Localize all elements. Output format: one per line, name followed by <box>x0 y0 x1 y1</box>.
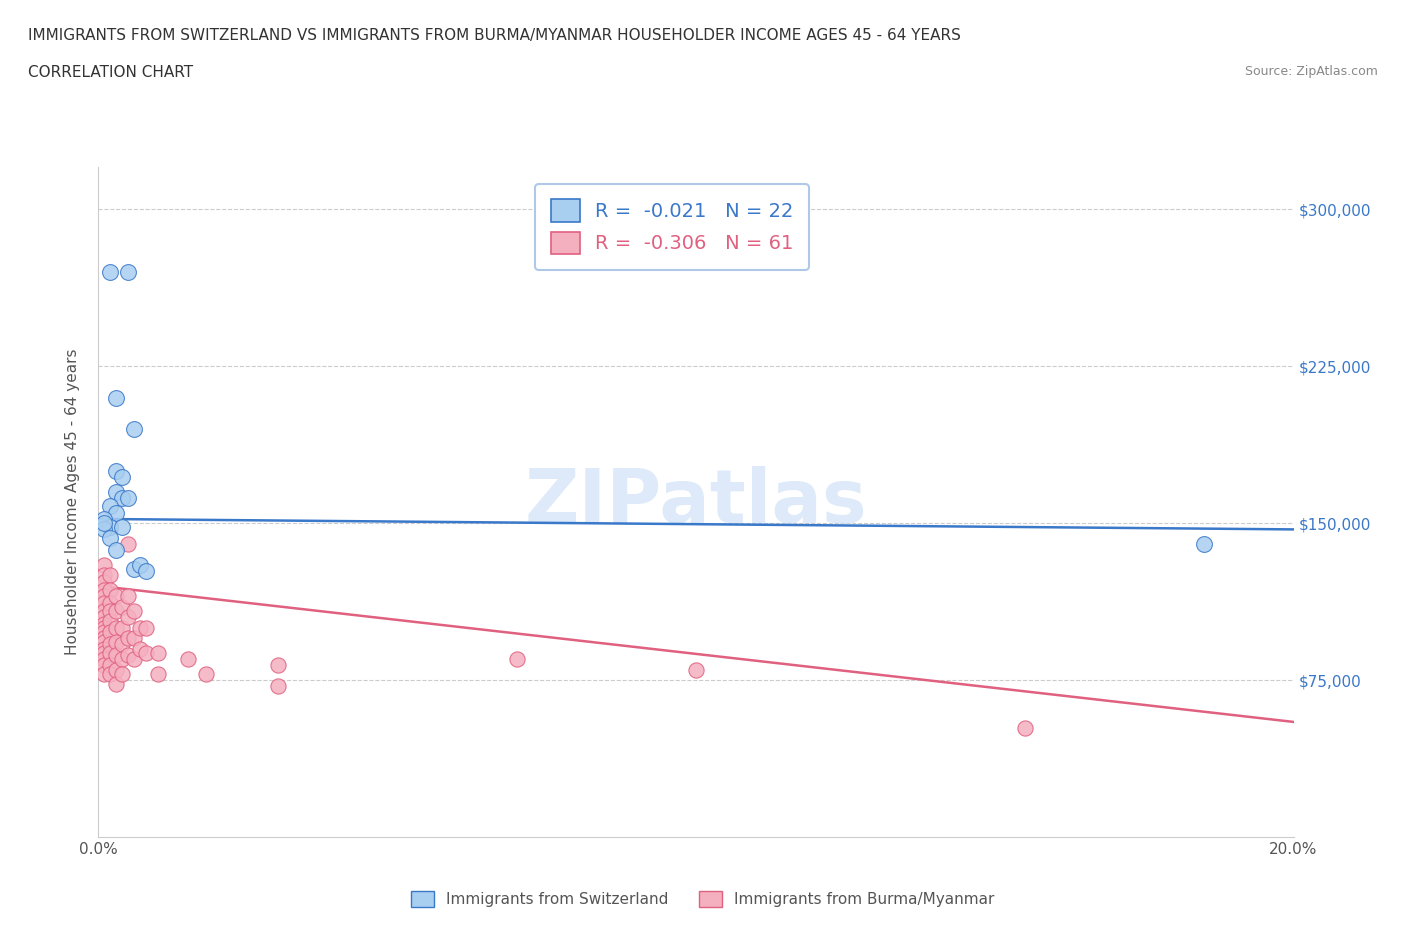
Point <box>93 625 115 640</box>
Point <box>93 604 115 618</box>
Point <box>93 575 115 590</box>
Point <box>93 595 115 610</box>
Point <box>105 391 128 405</box>
Point <box>93 617 115 631</box>
Point <box>105 543 128 558</box>
Point <box>105 635 128 650</box>
Point <box>93 568 115 583</box>
Point <box>93 631 115 645</box>
Point <box>111 491 134 506</box>
Point <box>100 530 122 545</box>
Point <box>195 667 218 682</box>
Point <box>135 620 157 635</box>
Point <box>111 652 134 667</box>
Point <box>100 520 122 535</box>
Point <box>100 667 122 682</box>
Point <box>93 667 115 682</box>
Point <box>117 631 139 645</box>
Point <box>100 568 122 583</box>
Point <box>105 589 128 604</box>
Point <box>111 470 134 485</box>
Point <box>506 652 529 667</box>
Point <box>685 662 707 677</box>
Point <box>93 620 115 635</box>
Point <box>100 637 122 652</box>
Point <box>105 647 128 662</box>
Point <box>105 505 128 520</box>
Point <box>93 512 115 526</box>
Point <box>117 265 139 280</box>
Text: CORRELATION CHART: CORRELATION CHART <box>28 65 193 80</box>
Point <box>105 463 128 478</box>
Point <box>111 620 134 635</box>
Point <box>117 537 139 551</box>
Point <box>105 604 128 618</box>
Legend: R =  -0.021   N = 22, R =  -0.306   N = 61: R = -0.021 N = 22, R = -0.306 N = 61 <box>534 184 810 270</box>
Point <box>100 499 122 514</box>
Point <box>93 610 115 625</box>
Text: ZIPatlas: ZIPatlas <box>524 466 868 538</box>
Point <box>105 485 128 499</box>
Point <box>177 652 200 667</box>
Point <box>129 620 152 635</box>
Point <box>111 637 134 652</box>
Text: IMMIGRANTS FROM SWITZERLAND VS IMMIGRANTS FROM BURMA/MYANMAR HOUSEHOLDER INCOME : IMMIGRANTS FROM SWITZERLAND VS IMMIGRANT… <box>28 28 960 43</box>
Point <box>93 635 115 650</box>
Point <box>100 625 122 640</box>
Point <box>124 604 146 618</box>
Text: Source: ZipAtlas.com: Source: ZipAtlas.com <box>1244 65 1378 78</box>
Point <box>1014 721 1036 736</box>
Point <box>93 652 115 667</box>
Point <box>267 679 290 694</box>
Point <box>93 582 115 598</box>
Y-axis label: Householder Income Ages 45 - 64 years: Householder Income Ages 45 - 64 years <box>65 349 80 656</box>
Point <box>100 614 122 629</box>
Point <box>129 642 152 657</box>
Point <box>124 631 146 645</box>
Point <box>124 421 146 436</box>
Point <box>117 647 139 662</box>
Point <box>93 589 115 604</box>
Point <box>111 667 134 682</box>
Point <box>117 589 139 604</box>
Point <box>100 645 122 660</box>
Point <box>148 645 170 660</box>
Point <box>93 516 115 531</box>
Legend: Immigrants from Switzerland, Immigrants from Burma/Myanmar: Immigrants from Switzerland, Immigrants … <box>405 884 1001 913</box>
Point <box>111 600 134 615</box>
Point <box>93 522 115 537</box>
Point <box>111 520 134 535</box>
Point <box>105 620 128 635</box>
Point <box>117 491 139 506</box>
Point <box>100 658 122 673</box>
Point <box>135 645 157 660</box>
Point <box>105 677 128 692</box>
Point <box>124 652 146 667</box>
Point <box>135 564 157 578</box>
Point <box>100 604 122 618</box>
Point <box>1192 537 1215 551</box>
Point <box>93 645 115 660</box>
Point <box>148 667 170 682</box>
Point <box>129 558 152 573</box>
Point <box>124 562 146 577</box>
Point <box>117 610 139 625</box>
Point <box>100 582 122 598</box>
Point <box>93 558 115 573</box>
Point <box>267 658 290 673</box>
Point <box>93 658 115 673</box>
Point <box>100 595 122 610</box>
Point <box>93 642 115 657</box>
Point <box>100 265 122 280</box>
Point <box>105 662 128 677</box>
